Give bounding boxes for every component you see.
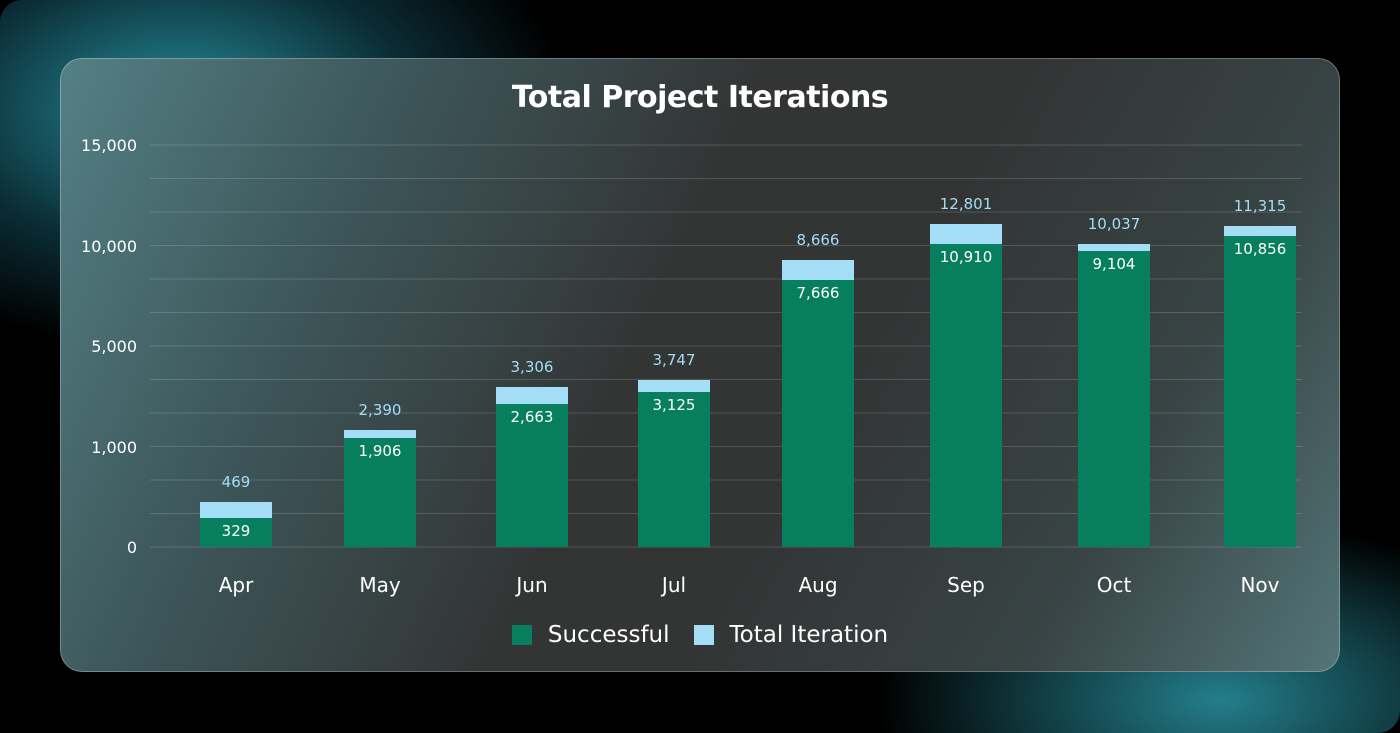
x-tick-label: Oct: [1097, 573, 1132, 597]
chart-title: Total Project Iterations: [511, 80, 889, 115]
x-axis-ticks: Apr May Jun Jul Aug Sep Oct Nov: [219, 573, 1280, 597]
legend-label-successful: Successful: [547, 622, 670, 648]
bar-total-iteration: [782, 260, 854, 280]
x-tick-label: Jun: [514, 573, 547, 597]
data-label-successful: 9,104: [1093, 255, 1136, 273]
data-label-successful: 1,906: [359, 442, 402, 460]
bar-successful: [1224, 236, 1296, 547]
x-tick-label: Sep: [947, 573, 985, 597]
bar-total-iteration: [496, 387, 568, 404]
x-tick-label: May: [359, 573, 401, 597]
data-label-successful: 10,910: [940, 248, 993, 266]
data-label-successful: 329: [222, 522, 251, 540]
data-label-total-iteration: 8,666: [797, 231, 840, 249]
bar-successful: [782, 280, 854, 547]
x-tick-label: Jul: [660, 573, 686, 597]
bar-total-iteration: [200, 502, 272, 518]
data-label-successful: 7,666: [797, 284, 840, 302]
y-tick-label: 5,000: [91, 337, 137, 356]
legend-swatch-successful: [511, 625, 532, 645]
data-label-successful: 2,663: [511, 408, 554, 426]
data-label-total-iteration: 2,390: [359, 401, 402, 419]
legend-label-total-iteration: Total Iteration: [729, 622, 889, 648]
data-label-total-iteration: 469: [222, 473, 251, 491]
y-tick-label: 0: [127, 538, 137, 557]
bar-total-iteration: [1224, 226, 1296, 236]
data-label-total-iteration: 12,801: [940, 195, 993, 213]
bar-successful: [930, 244, 1002, 547]
y-tick-label: 15,000: [81, 136, 137, 155]
bar-successful: [496, 404, 568, 547]
bar-total-iteration: [1078, 244, 1150, 251]
bar-successful: [638, 392, 710, 547]
x-tick-label: Nov: [1240, 573, 1279, 597]
data-label-successful: 3,125: [653, 396, 696, 414]
legend-item-total-iteration[interactable]: Total Iteration: [693, 622, 889, 648]
bar-total-iteration: [930, 224, 1002, 244]
data-label-successful: 10,856: [1234, 240, 1287, 258]
bar-successful: [200, 518, 272, 547]
data-label-total-iteration: 3,747: [653, 351, 696, 369]
x-tick-label: Aug: [798, 573, 837, 597]
bar-successful: [1078, 251, 1150, 547]
y-tick-label: 10,000: [81, 237, 137, 256]
bars-group: 329 469 1,906 2,390 2,663 3,306 3,125 3,747 7,66…: [200, 195, 1296, 547]
y-tick-label: 1,000: [91, 438, 137, 457]
legend-item-successful[interactable]: Successful: [511, 622, 670, 648]
data-label-total-iteration: 11,315: [1234, 197, 1287, 215]
bar-total-iteration: [638, 380, 710, 392]
data-label-total-iteration: 3,306: [511, 358, 554, 376]
data-label-total-iteration: 10,037: [1088, 215, 1141, 233]
bar-total-iteration: [344, 430, 416, 438]
y-axis-ticks: 0 1,000 5,000 10,000 15,000: [81, 136, 137, 557]
bar-successful: [344, 438, 416, 547]
x-tick-label: Apr: [219, 573, 254, 597]
legend: Successful Total Iteration: [0, 622, 1400, 648]
legend-swatch-total-iteration: [693, 625, 714, 645]
